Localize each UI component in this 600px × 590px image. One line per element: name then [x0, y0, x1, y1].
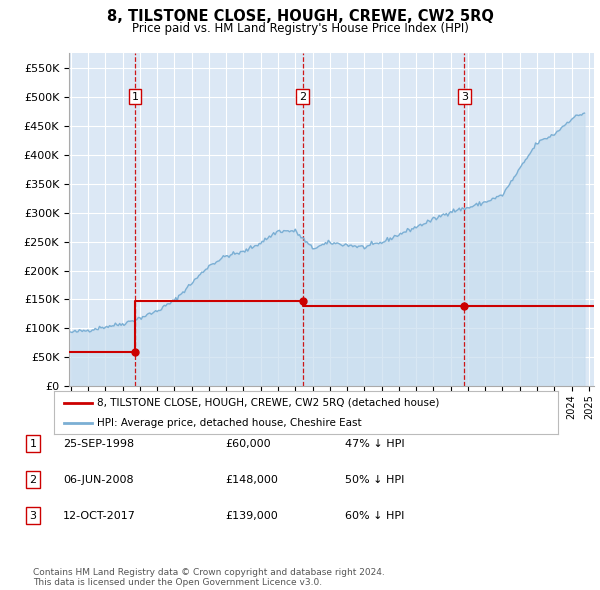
Text: 2: 2	[299, 91, 306, 101]
Text: 3: 3	[29, 511, 37, 520]
Text: £148,000: £148,000	[225, 475, 278, 484]
Text: 47% ↓ HPI: 47% ↓ HPI	[345, 439, 404, 448]
Text: 8, TILSTONE CLOSE, HOUGH, CREWE, CW2 5RQ (detached house): 8, TILSTONE CLOSE, HOUGH, CREWE, CW2 5RQ…	[97, 398, 439, 408]
Text: 8, TILSTONE CLOSE, HOUGH, CREWE, CW2 5RQ: 8, TILSTONE CLOSE, HOUGH, CREWE, CW2 5RQ	[107, 9, 493, 24]
Text: 12-OCT-2017: 12-OCT-2017	[63, 511, 136, 520]
Text: 06-JUN-2008: 06-JUN-2008	[63, 475, 134, 484]
Text: £60,000: £60,000	[225, 439, 271, 448]
Text: 1: 1	[29, 439, 37, 448]
Text: 50% ↓ HPI: 50% ↓ HPI	[345, 475, 404, 484]
Text: 3: 3	[461, 91, 468, 101]
Text: 25-SEP-1998: 25-SEP-1998	[63, 439, 134, 448]
Text: £139,000: £139,000	[225, 511, 278, 520]
Text: 60% ↓ HPI: 60% ↓ HPI	[345, 511, 404, 520]
Text: Contains HM Land Registry data © Crown copyright and database right 2024.
This d: Contains HM Land Registry data © Crown c…	[33, 568, 385, 587]
Text: HPI: Average price, detached house, Cheshire East: HPI: Average price, detached house, Ches…	[97, 418, 361, 428]
Text: Price paid vs. HM Land Registry's House Price Index (HPI): Price paid vs. HM Land Registry's House …	[131, 22, 469, 35]
Text: 1: 1	[131, 91, 139, 101]
Text: 2: 2	[29, 475, 37, 484]
